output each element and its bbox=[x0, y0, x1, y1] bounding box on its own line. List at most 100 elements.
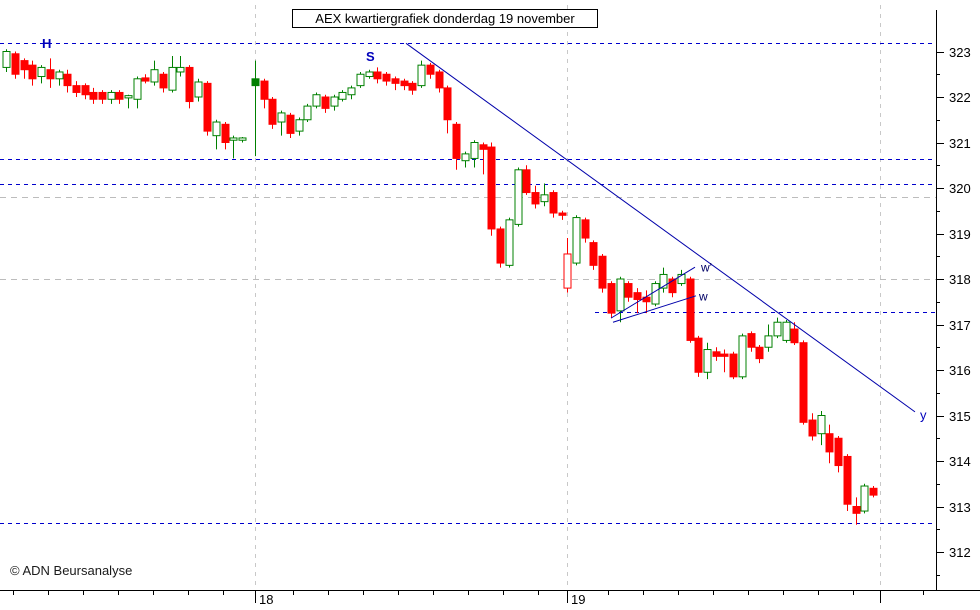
y-axis-label: 322 bbox=[949, 90, 971, 105]
candle-body bbox=[651, 283, 660, 305]
candle-body bbox=[686, 278, 695, 341]
candle-body bbox=[286, 114, 295, 134]
candle-body bbox=[558, 212, 567, 216]
candle-body bbox=[624, 283, 633, 298]
candle-body bbox=[694, 337, 703, 373]
candle-body bbox=[703, 349, 712, 373]
y-axis-label: 314 bbox=[949, 454, 971, 469]
candle-body bbox=[531, 192, 540, 205]
candle-body bbox=[72, 85, 81, 93]
candle-body bbox=[598, 255, 607, 289]
candle-body bbox=[869, 487, 878, 496]
candle-body bbox=[755, 346, 764, 360]
candle-body bbox=[461, 153, 470, 162]
candle-body bbox=[303, 105, 312, 121]
y-axis-label: 318 bbox=[949, 272, 971, 287]
candle-body bbox=[141, 77, 150, 82]
candle-body bbox=[479, 144, 488, 150]
candle-body bbox=[825, 433, 834, 453]
annotation-h: H bbox=[42, 36, 51, 51]
candle-body bbox=[277, 112, 286, 123]
candle-body bbox=[540, 194, 549, 203]
candle-body bbox=[668, 278, 677, 294]
y-axis-label: 317 bbox=[949, 318, 971, 333]
wedge-lower-line bbox=[612, 295, 697, 323]
candle-body bbox=[221, 123, 230, 144]
y-axis-label: 321 bbox=[949, 136, 971, 151]
candle-body bbox=[159, 73, 168, 89]
candle-body bbox=[373, 71, 382, 80]
candle-body bbox=[487, 146, 496, 230]
annotation-y: y bbox=[920, 408, 927, 423]
wedge-upper-line bbox=[610, 266, 696, 319]
candle-body bbox=[133, 78, 142, 100]
candle-body bbox=[98, 91, 107, 100]
y-axis-label: 319 bbox=[949, 227, 971, 242]
candle-body bbox=[642, 296, 651, 303]
annotation-w: w bbox=[698, 289, 708, 303]
candle-body bbox=[391, 78, 400, 84]
candle-body bbox=[764, 335, 773, 348]
candle-body bbox=[426, 64, 435, 75]
candle-body bbox=[382, 73, 391, 82]
candle-body bbox=[607, 283, 616, 314]
candle-body bbox=[89, 91, 98, 100]
candle-body bbox=[443, 87, 452, 121]
candle-body bbox=[229, 137, 238, 141]
candle-body bbox=[799, 342, 808, 423]
candle-body bbox=[365, 71, 374, 78]
candle-body bbox=[720, 353, 729, 357]
annotation-w: w' bbox=[700, 261, 712, 275]
candle-body bbox=[834, 437, 843, 467]
candle-body bbox=[260, 80, 269, 100]
candle-body bbox=[400, 80, 409, 87]
y-axis-label: 315 bbox=[949, 409, 971, 424]
candle-body bbox=[20, 60, 29, 71]
y-axis-label: 320 bbox=[949, 181, 971, 196]
y-axis-label: 313 bbox=[949, 500, 971, 515]
candle-body bbox=[417, 64, 426, 87]
candle-body bbox=[633, 292, 642, 300]
candle-body bbox=[729, 353, 738, 378]
candle-body bbox=[581, 219, 590, 239]
candle-body bbox=[452, 123, 461, 159]
candle-body bbox=[212, 121, 221, 137]
candle-body bbox=[549, 192, 558, 214]
y-axis-label: 316 bbox=[949, 363, 971, 378]
candle-body bbox=[790, 328, 799, 344]
candle-body bbox=[435, 71, 444, 89]
candle-body bbox=[572, 217, 581, 264]
y-axis-label: 312 bbox=[949, 545, 971, 560]
candle-body bbox=[28, 64, 37, 80]
candle-body bbox=[496, 228, 505, 264]
candle-body bbox=[505, 219, 514, 266]
candle-body bbox=[37, 66, 46, 78]
candle-body bbox=[194, 81, 203, 98]
candle-body bbox=[843, 455, 852, 505]
x-axis-day-label: 18 bbox=[259, 592, 273, 607]
candle-body bbox=[185, 66, 194, 103]
candle-body bbox=[738, 335, 747, 378]
candle-body bbox=[677, 273, 686, 285]
annotation-s: S bbox=[366, 49, 375, 64]
candle-body bbox=[312, 94, 321, 107]
candle-body bbox=[150, 69, 159, 83]
candle-body bbox=[817, 415, 826, 435]
candle-body bbox=[11, 53, 20, 75]
candle-body bbox=[347, 87, 356, 96]
candle-body bbox=[2, 51, 11, 68]
candle-body bbox=[470, 142, 479, 159]
candle-body bbox=[522, 169, 531, 194]
main-downtrend-line bbox=[405, 42, 916, 413]
candle-body bbox=[330, 96, 339, 107]
candle-body bbox=[659, 273, 668, 289]
candle-body bbox=[338, 91, 347, 100]
candle-body bbox=[81, 85, 90, 96]
candle-body bbox=[747, 333, 756, 348]
candle-body bbox=[268, 98, 277, 125]
candle-body bbox=[63, 73, 72, 87]
candle-body bbox=[238, 137, 247, 141]
candle-body bbox=[176, 66, 185, 73]
